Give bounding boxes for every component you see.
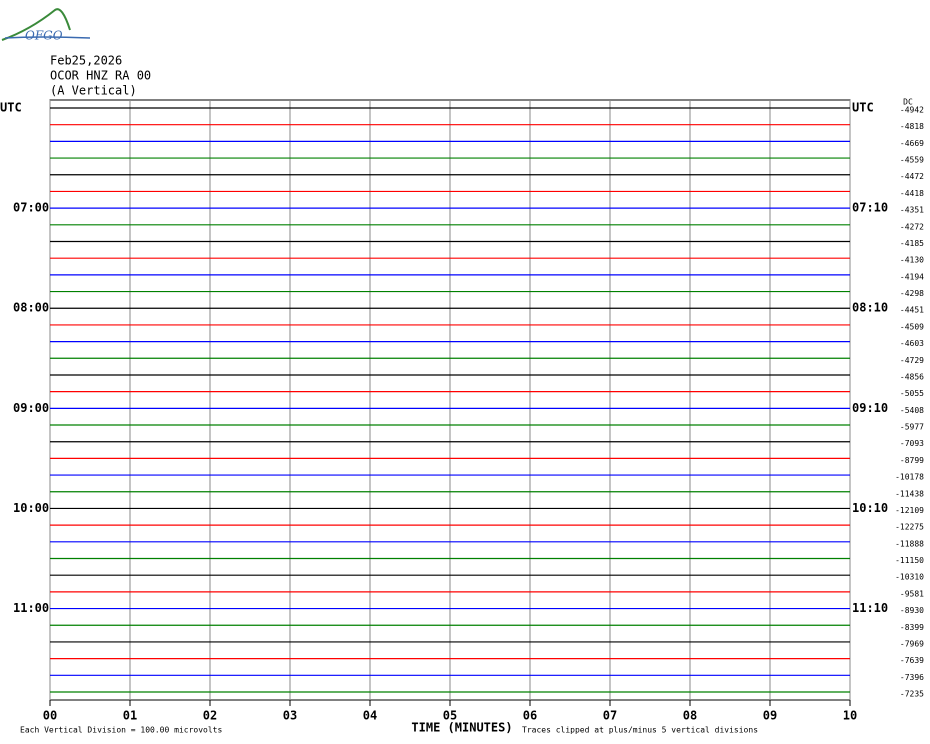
scale-note: Each Vertical Division = 100.00 microvol… — [20, 726, 222, 735]
dc-label: -7396 — [900, 673, 924, 682]
dc-label: -10178 — [895, 473, 924, 482]
x-tick-label: 07 — [603, 709, 617, 723]
logo-line — [4, 36, 91, 39]
time-label-left: 07:00 — [13, 201, 49, 215]
station: OCOR HNZ RA 00 — [50, 69, 151, 83]
clip-note: Traces clipped at plus/minus 5 vertical … — [522, 726, 758, 735]
dc-label: -4418 — [900, 189, 924, 198]
date: Feb25,2026 — [50, 54, 122, 68]
x-tick-label: 02 — [203, 709, 217, 723]
x-tick-label: 09 — [763, 709, 777, 723]
time-label-left: 08:00 — [13, 301, 49, 315]
dc-label: -4272 — [900, 222, 924, 231]
dc-label: -9581 — [900, 589, 924, 598]
logo-swoosh — [1, 8, 71, 41]
dc-label: -4451 — [900, 306, 924, 315]
dc-label: -5055 — [900, 389, 924, 398]
dc-label: -4856 — [900, 372, 924, 381]
dc-label: -4351 — [900, 206, 924, 215]
time-label-right: 07:10 — [852, 201, 888, 215]
x-axis-label: TIME (MINUTES) — [411, 721, 512, 735]
dc-label: -5408 — [900, 406, 924, 415]
dc-label: -4818 — [900, 122, 924, 131]
dc-label: -4603 — [900, 339, 924, 348]
x-tick-label: 01 — [123, 709, 137, 723]
dc-label: -4559 — [900, 156, 924, 165]
dc-label: -7093 — [900, 439, 924, 448]
dc-label: -4130 — [900, 256, 924, 265]
time-label-right: UTC — [852, 101, 874, 115]
dc-label: -4669 — [900, 139, 924, 148]
dc-label: -10310 — [895, 573, 924, 582]
x-tick-label: 03 — [283, 709, 297, 723]
dc-label: -7235 — [900, 690, 924, 699]
x-tick-label: 10 — [843, 709, 857, 723]
dc-label: -7639 — [900, 656, 924, 665]
dc-label: -12109 — [895, 506, 924, 515]
dc-label: -12275 — [895, 523, 924, 532]
dc-label: -4472 — [900, 172, 924, 181]
dc-label: -4509 — [900, 322, 924, 331]
logo-text: OFGO — [25, 29, 63, 43]
time-label-right: 09:10 — [852, 401, 888, 415]
dc-label: -4185 — [900, 239, 924, 248]
time-label-right: 11:10 — [852, 601, 888, 615]
dc-label: -11438 — [895, 489, 924, 498]
time-label-right: 10:10 — [852, 501, 888, 515]
component: (A Vertical) — [50, 84, 137, 98]
dc-label: -7969 — [900, 639, 924, 648]
dc-label: -8799 — [900, 456, 924, 465]
dc-header: DC — [903, 98, 913, 107]
dc-label: -4194 — [900, 272, 924, 281]
dc-label: -4729 — [900, 356, 924, 365]
x-tick-label: 05 — [443, 709, 457, 723]
dc-label: -8930 — [900, 606, 924, 615]
x-tick-label: 00 — [43, 709, 57, 723]
time-label-right: 08:10 — [852, 301, 888, 315]
dc-label: -5977 — [900, 423, 924, 432]
dc-label: -11888 — [895, 539, 924, 548]
dc-label: -8399 — [900, 623, 924, 632]
x-tick-label: 08 — [683, 709, 697, 723]
dc-label: -4298 — [900, 289, 924, 298]
dc-label: -4942 — [900, 106, 924, 115]
x-tick-label: 06 — [523, 709, 537, 723]
time-label-left: 09:00 — [13, 401, 49, 415]
x-tick-label: 04 — [363, 709, 377, 723]
dc-label: -11150 — [895, 556, 924, 565]
time-label-left: UTC — [0, 101, 22, 115]
time-label-left: 10:00 — [13, 501, 49, 515]
time-label-left: 11:00 — [13, 601, 49, 615]
